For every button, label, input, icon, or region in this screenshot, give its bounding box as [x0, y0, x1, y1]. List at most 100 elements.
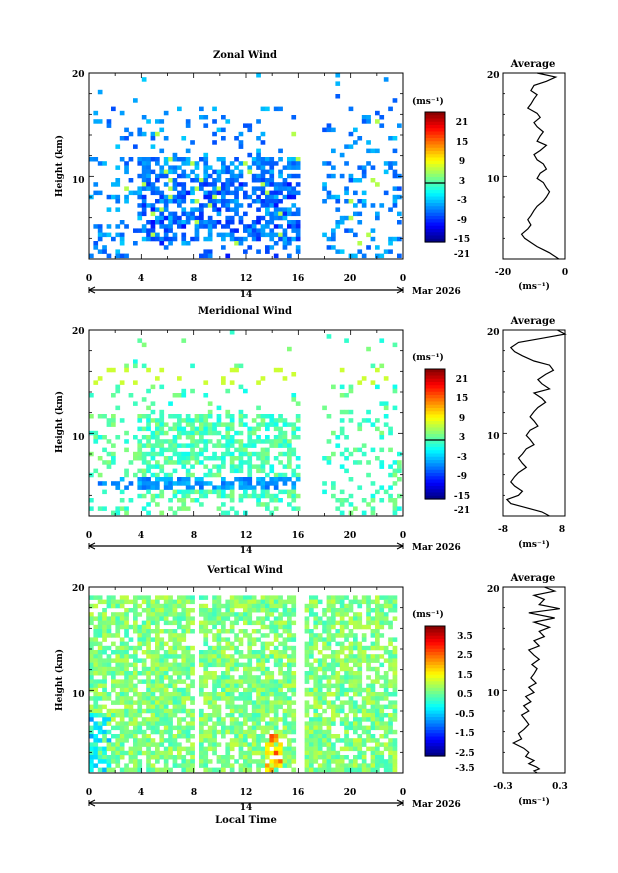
heatmap-cell: [273, 481, 279, 486]
heatmap-cell: [392, 713, 398, 718]
heatmap-cell: [260, 755, 266, 760]
heatmap-cell: [256, 704, 261, 710]
heatmap-cell: [309, 637, 314, 642]
heatmap-cell: [392, 608, 398, 613]
heatmap-cell: [375, 637, 380, 642]
heatmap-cell: [97, 738, 103, 743]
heatmap-cell: [177, 498, 182, 503]
heatmap-cell: [181, 650, 187, 655]
heatmap-cell: [379, 363, 385, 369]
heatmap-cell: [361, 498, 367, 503]
heatmap-cell: [247, 687, 253, 693]
heatmap-cell: [159, 409, 165, 415]
heatmap-cell: [212, 654, 217, 659]
heatmap-cell: [326, 687, 332, 693]
heatmap-cell: [119, 645, 125, 651]
heatmap-cell: [199, 157, 204, 162]
heatmap-cell: [115, 405, 121, 411]
heatmap-cell: [199, 708, 204, 714]
colorbar-swatch: [425, 411, 445, 416]
heatmap-cell: [348, 493, 354, 499]
heatmap-cell: [225, 430, 231, 436]
heatmap-cell: [291, 498, 297, 503]
heatmap-cell: [326, 641, 332, 647]
heatmap-cell: [375, 746, 380, 752]
heatmap-cell: [392, 662, 398, 668]
heatmap-cell: [273, 186, 279, 191]
heatmap-cell: [172, 763, 178, 768]
heatmap-cell: [181, 658, 187, 663]
heatmap-cell: [212, 426, 217, 432]
heatmap-cell: [243, 717, 248, 722]
heatmap-cell: [339, 624, 345, 630]
heatmap-cell: [265, 624, 270, 630]
heatmap-cell: [93, 658, 99, 663]
heatmap-cell: [225, 422, 231, 427]
heatmap-cell: [375, 717, 380, 722]
heatmap-cell: [128, 746, 134, 752]
heatmap-cell: [370, 363, 376, 369]
heatmap-cell: [177, 603, 182, 609]
heatmap-cell: [278, 439, 283, 444]
heatmap-cell: [155, 439, 160, 444]
heatmap-cell: [265, 194, 270, 200]
heatmap-cell: [172, 696, 178, 701]
heatmap-cell: [106, 729, 112, 735]
heatmap-cell: [353, 654, 358, 659]
heatmap-cell: [282, 477, 288, 482]
heatmap-cell: [287, 493, 292, 499]
heatmap-cell: [278, 624, 283, 630]
heatmap-cell: [203, 738, 209, 743]
heatmap-cell: [251, 426, 257, 432]
heatmap-cell: [124, 253, 129, 259]
heatmap-cell: [243, 599, 248, 605]
heatmap-cell: [375, 708, 380, 714]
heatmap-cell: [335, 708, 341, 714]
colorbar-swatch: [425, 212, 445, 217]
heatmap-cell: [370, 629, 376, 634]
heatmap-cell: [102, 734, 107, 739]
heatmap-cell: [335, 620, 341, 626]
heatmap-cell: [137, 713, 143, 718]
heatmap-cell: [335, 73, 341, 78]
heatmap-cell: [344, 633, 349, 638]
heatmap-cell: [119, 506, 125, 511]
heatmap-cell: [287, 173, 292, 179]
heatmap-cell: [375, 110, 380, 116]
heatmap-cell: [229, 620, 235, 626]
heatmap-cell: [89, 679, 94, 684]
heatmap-cell: [269, 650, 275, 655]
heatmap-cell: [291, 430, 297, 436]
heatmap-cell: [119, 750, 125, 756]
heatmap-cell: [225, 675, 231, 680]
heatmap-cell: [190, 763, 195, 768]
heatmap-cell: [357, 447, 363, 453]
heatmap-cell: [141, 662, 147, 668]
heatmap-cell: [216, 414, 222, 419]
heatmap-cell: [256, 750, 261, 756]
heatmap-cell: [295, 472, 301, 478]
heatmap-cell: [265, 750, 270, 756]
heatmap-cell: [203, 679, 209, 684]
heatmap-cell: [93, 696, 99, 701]
heatmap-cell: [282, 182, 288, 187]
heatmap-cell: [383, 713, 389, 718]
heatmap-cell: [115, 506, 121, 511]
heatmap-cell: [150, 236, 156, 242]
heatmap-cell: [256, 721, 261, 726]
heatmap-cell: [295, 173, 301, 179]
heatmap-cell: [269, 687, 275, 693]
heatmap-cell: [273, 232, 279, 238]
colorbar-swatch: [425, 128, 445, 133]
colorbar-swatch: [425, 713, 445, 718]
zonal-cbtick-m3: -3: [457, 196, 467, 206]
heatmap-cell: [89, 742, 94, 747]
heatmap-cell: [159, 629, 165, 634]
heatmap-cell: [124, 687, 129, 693]
colorbar-swatch: [425, 730, 445, 734]
heatmap-cell: [379, 401, 385, 406]
heatmap-cell: [260, 738, 266, 743]
heatmap-cell: [309, 662, 314, 668]
heatmap-cell: [234, 203, 239, 208]
heatmap-cell: [366, 502, 371, 507]
